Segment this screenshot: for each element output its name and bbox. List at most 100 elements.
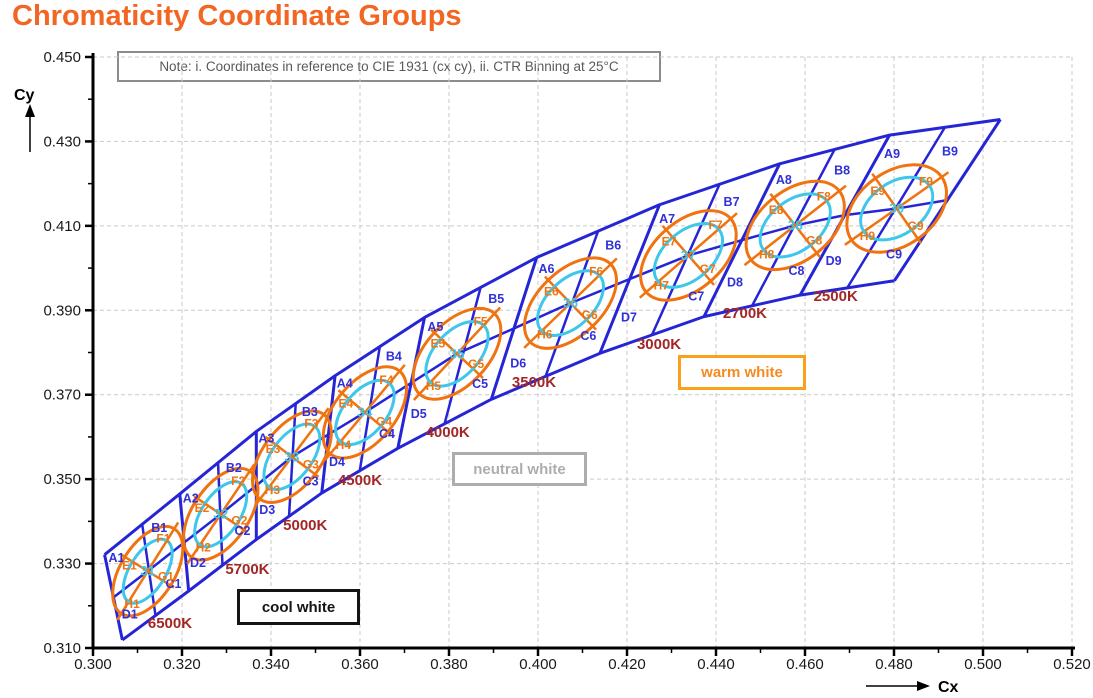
outer-bin-ellipse-39: [845, 163, 948, 254]
y-tick-label: 0.350: [43, 471, 81, 488]
group-number-37: 37: [681, 248, 696, 263]
bin-label-B9: B9: [942, 145, 958, 159]
inner-bin-ellipse-39: [859, 175, 935, 242]
bin-label-D5: D5: [411, 407, 427, 421]
page-title: Chromaticity Coordinate Groups: [12, 0, 462, 32]
ellipse-bin-label-G5: G5: [468, 357, 484, 371]
ellipse-bin-label-F4: F4: [379, 373, 393, 387]
cct-label-4000K: 4000K: [426, 424, 470, 441]
cct-boundary-line: [893, 118, 1002, 282]
x-tick-label: 0.400: [519, 656, 557, 673]
group-ellipses-36: [522, 256, 618, 350]
ellipse-bin-label-E1: E1: [122, 559, 137, 573]
ellipse-bin-label-G2: G2: [231, 514, 247, 528]
x-tick-label: 0.380: [430, 656, 468, 673]
outer-bin-ellipse-31: [111, 524, 185, 618]
ellipse-bin-label-F6: F6: [589, 265, 603, 279]
ellipse-bin-label-G6: G6: [582, 308, 598, 322]
x-tick-label: 0.500: [964, 656, 1002, 673]
region-label-cool-white: cool white: [237, 589, 360, 625]
outer-bin-ellipse-36: [522, 256, 618, 350]
cct-label-2500K: 2500K: [814, 288, 858, 305]
region-label-neutral-white: neutral white: [452, 452, 587, 486]
ellipse-cross-minor-37: [661, 225, 716, 286]
ellipse-bin-label-G7: G7: [700, 262, 716, 276]
bin-label-A9: A9: [884, 147, 900, 161]
bin-label-D6: D6: [510, 356, 526, 370]
bin-label-A7: A7: [659, 212, 675, 226]
cct-label-6500K: 6500K: [148, 615, 192, 632]
cct-boundary-line: [489, 257, 539, 400]
ellipse-cross-minor-39: [871, 172, 923, 245]
ellipse-bin-label-G8: G8: [806, 234, 822, 248]
ellipse-bin-label-E6: E6: [544, 284, 559, 298]
inner-bin-ellipse-35: [424, 320, 490, 388]
bin-label-D3: D3: [259, 503, 275, 517]
bin-label-D4: D4: [329, 455, 345, 469]
group-mid-division: [443, 287, 482, 425]
note-text: Note: i. Coordinates in reference to CIE…: [159, 59, 619, 74]
bin-label-C2: C2: [234, 524, 250, 538]
note-box: Note: i. Coordinates in reference to CIE…: [117, 51, 661, 82]
cct-label-5700K: 5700K: [225, 561, 269, 578]
y-tick-label: 0.430: [43, 133, 81, 150]
ellipse-bin-label-H7: H7: [654, 279, 670, 293]
ellipse-bin-label-H1: H1: [124, 597, 140, 611]
y-tick-label: 0.450: [43, 49, 81, 66]
bin-label-C1: C1: [165, 577, 181, 591]
inner-bin-ellipse-34: [334, 378, 396, 447]
y-tick-label: 0.370: [43, 387, 81, 404]
bin-label-D1: D1: [122, 608, 138, 622]
y-axis-title: Cy: [14, 87, 35, 104]
group-number-31: 31: [140, 564, 156, 579]
ellipse-bin-label-G4: G4: [376, 414, 392, 428]
group-ellipses-37: [638, 209, 738, 302]
ellipse-cross-minor-36: [544, 275, 597, 331]
group-number-32: 32: [213, 507, 228, 522]
group-ellipses-31: [111, 521, 185, 621]
group-ellipses-33: [250, 407, 333, 507]
x-tick-label: 0.420: [608, 656, 646, 673]
ellipse-bin-label-H5: H5: [426, 379, 442, 393]
inner-bin-ellipse-36: [536, 269, 605, 337]
bin-label-C5: C5: [472, 377, 488, 391]
ellipse-bin-label-F1: F1: [156, 531, 170, 545]
bin-label-C3: C3: [303, 475, 319, 489]
ellipse-bin-label-F9: F9: [919, 174, 933, 188]
group-number-38: 38: [788, 218, 804, 233]
y-axis-arrowhead: [25, 104, 35, 117]
bin-label-B1: B1: [151, 521, 167, 535]
cct-boundary-line: [396, 317, 426, 449]
cct-label-4500K: 4500K: [338, 472, 382, 489]
region-label-warm-white: warm white: [678, 355, 806, 390]
bin-label-C7: C7: [688, 290, 704, 304]
ellipse-bin-label-E2: E2: [195, 501, 210, 515]
group-number-36: 36: [563, 296, 579, 311]
group-number-33: 33: [284, 449, 300, 464]
ellipse-bin-label-E8: E8: [769, 203, 784, 217]
ellipse-bin-label-E4: E4: [338, 396, 353, 410]
ellipse-cross-minor-31: [120, 553, 175, 589]
ellipse-bin-label-G9: G9: [908, 219, 924, 233]
x-tick-label: 0.480: [875, 656, 913, 673]
bin-label-C8: C8: [788, 264, 804, 278]
bin-label-A1: A1: [109, 551, 125, 565]
ellipse-bin-label-F5: F5: [474, 315, 488, 329]
y-tick-label: 0.310: [43, 640, 81, 657]
bin-label-A3: A3: [258, 431, 274, 445]
ellipse-bin-label-E9: E9: [870, 184, 885, 198]
bin-label-B3: B3: [302, 405, 318, 419]
ellipse-bin-label-F8: F8: [817, 189, 831, 203]
inner-bin-ellipse-38: [758, 192, 832, 259]
ellipse-bin-label-H3: H3: [265, 483, 281, 497]
y-tick-label: 0.390: [43, 302, 81, 319]
inner-bin-ellipse-31: [121, 537, 174, 605]
ellipse-bin-label-F2: F2: [231, 474, 245, 488]
x-tick-label: 0.300: [74, 656, 112, 673]
ellipse-cross-minor-33: [264, 435, 320, 478]
ellipse-bin-label-H4: H4: [336, 438, 352, 452]
bin-label-B6: B6: [605, 238, 621, 252]
ellipse-bin-label-H6: H6: [537, 328, 553, 342]
